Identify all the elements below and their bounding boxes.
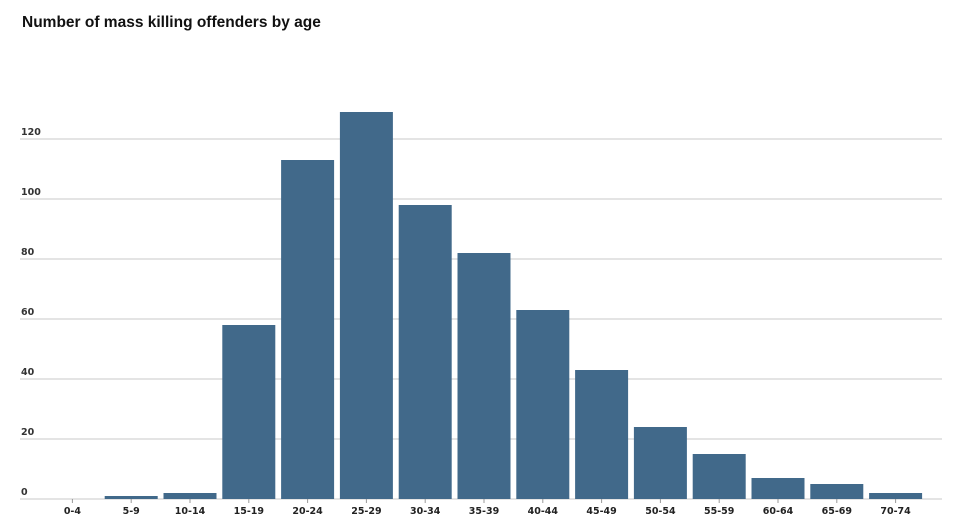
bar-60-64 bbox=[751, 478, 805, 499]
x-tick-label: 0-4 bbox=[64, 506, 82, 517]
bar-50-54 bbox=[633, 427, 687, 499]
x-tick-label: 50-54 bbox=[645, 506, 676, 517]
bar-45-49 bbox=[575, 370, 629, 499]
y-tick-label: 100 bbox=[21, 187, 41, 198]
bar-70-74 bbox=[869, 493, 923, 499]
bar-10-14 bbox=[163, 493, 217, 499]
bar-40-44 bbox=[516, 310, 570, 499]
bar-55-59 bbox=[692, 454, 746, 499]
x-tick-label: 10-14 bbox=[175, 506, 206, 517]
y-axis-tick-labels: 0 20 40 60 80 100 120 bbox=[21, 127, 41, 498]
bar-65-69 bbox=[810, 484, 864, 499]
x-tick-label: 40-44 bbox=[528, 506, 559, 517]
x-axis-tick-labels: 0-4 5-9 10-14 15-19 20-24 25-29 30-34 35-39 40-4… bbox=[64, 499, 911, 517]
bar-35-39 bbox=[457, 253, 511, 499]
x-tick-label: 55-59 bbox=[704, 506, 734, 517]
y-tick-label: 0 bbox=[21, 487, 28, 498]
x-tick-label: 35-39 bbox=[469, 506, 499, 517]
x-tick-label: 15-19 bbox=[234, 506, 264, 517]
x-tick-label: 70-74 bbox=[880, 506, 911, 517]
x-tick-label: 25-29 bbox=[351, 506, 381, 517]
y-tick-label: 120 bbox=[21, 127, 41, 138]
bar-25-29 bbox=[339, 112, 393, 499]
y-tick-label: 60 bbox=[21, 307, 35, 318]
x-tick-label: 20-24 bbox=[292, 506, 323, 517]
x-tick-label: 65-69 bbox=[822, 506, 852, 517]
bar-15-19 bbox=[222, 325, 276, 499]
bars bbox=[104, 112, 923, 499]
x-tick-label: 45-49 bbox=[586, 506, 616, 517]
bar-30-34 bbox=[398, 205, 452, 499]
x-tick-label: 5-9 bbox=[123, 506, 140, 517]
x-tick-label: 60-64 bbox=[763, 506, 794, 517]
y-tick-label: 40 bbox=[21, 367, 35, 378]
x-tick-label: 30-34 bbox=[410, 506, 441, 517]
bar-20-24 bbox=[281, 160, 335, 499]
y-tick-label: 20 bbox=[21, 427, 35, 438]
y-tick-label: 80 bbox=[21, 247, 35, 258]
chart-title: Number of mass killing offenders by age bbox=[22, 14, 321, 31]
bar-5-9 bbox=[104, 496, 158, 499]
